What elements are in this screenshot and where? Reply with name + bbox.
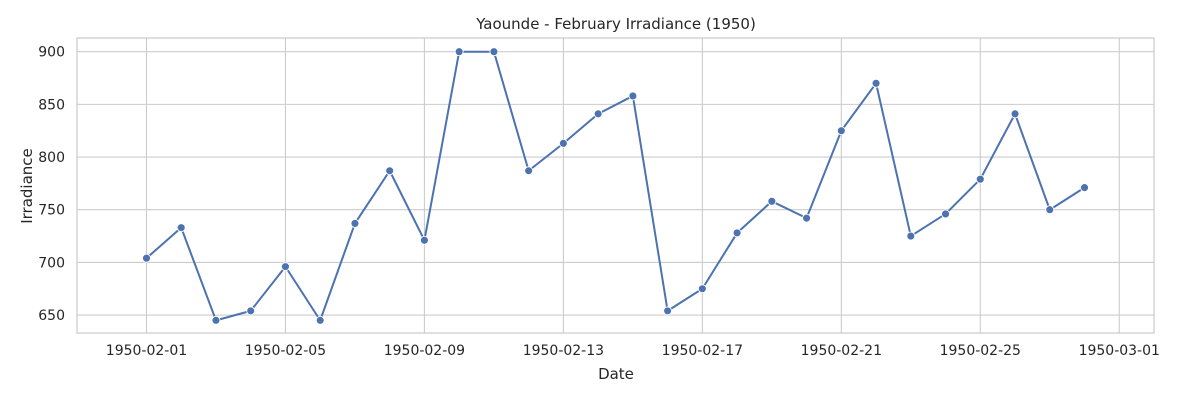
x-tick-labels: 1950-02-01 1950-02-05 1950-02-09 1950-02-13… [106, 343, 1160, 359]
plot-frame [76, 37, 1155, 334]
data-point [1045, 205, 1055, 215]
data-point [385, 166, 395, 176]
data-point [350, 218, 360, 228]
x-tick-label: 1950-02-01 [106, 343, 187, 359]
data-point [1010, 109, 1020, 119]
data-point [593, 109, 603, 119]
y-tick-label: 900 [38, 45, 65, 61]
y-tick-label: 800 [38, 150, 65, 166]
data-point [176, 223, 186, 233]
data-point [246, 306, 256, 316]
data-point [975, 174, 985, 184]
x-tick-label: 1950-02-09 [384, 343, 465, 359]
data-point [454, 47, 464, 57]
data-point [489, 47, 499, 57]
data-point [419, 235, 429, 245]
data-point [1080, 183, 1089, 193]
x-tick-label: 1950-02-13 [523, 343, 604, 359]
data-point [732, 228, 742, 238]
y-axis-label: Irradiance [18, 148, 36, 224]
x-tick-label: 1950-03-01 [1079, 343, 1160, 359]
data-point [871, 78, 881, 88]
data-point [836, 126, 846, 136]
data-point [663, 306, 673, 316]
data-point [697, 284, 707, 294]
y-tick-label: 750 [38, 203, 65, 219]
x-tick-label: 1950-02-21 [801, 343, 882, 359]
data-point [142, 253, 151, 263]
y-tick-labels: 650 700 750 800 850 900 [38, 45, 65, 324]
x-axis-label: Date [598, 365, 634, 383]
data-point [802, 213, 812, 223]
data-point [524, 166, 534, 176]
data-point [211, 315, 221, 325]
series-line [145, 50, 1086, 322]
data-point [767, 196, 777, 206]
series-layer [142, 47, 1089, 325]
grid [77, 38, 1154, 333]
y-tick-label: 650 [38, 308, 65, 324]
y-tick-label: 700 [38, 255, 65, 271]
data-point [906, 231, 916, 241]
x-tick-label: 1950-02-25 [940, 343, 1021, 359]
data-point [558, 138, 568, 148]
x-tick-label: 1950-02-17 [662, 343, 743, 359]
chart-title: Yaounde - February Irradiance (1950) [475, 15, 756, 33]
data-point [941, 209, 950, 219]
data-point [315, 315, 325, 325]
x-tick-label: 1950-02-05 [245, 343, 326, 359]
y-tick-label: 850 [38, 97, 65, 113]
data-point [628, 91, 638, 101]
data-point [281, 262, 290, 272]
